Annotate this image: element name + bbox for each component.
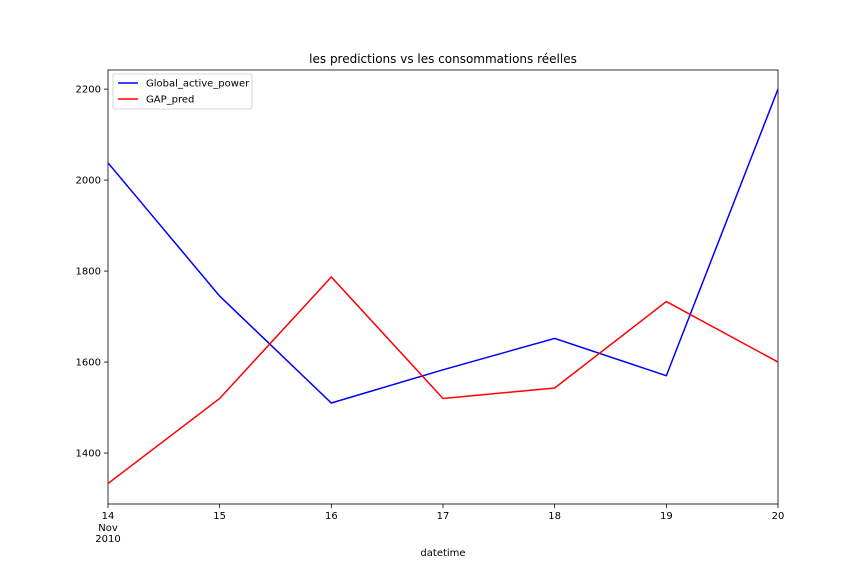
x-tick-sublabel: 2010 [95,534,120,545]
plot-frame [107,69,779,505]
x-tick-label: 15 [213,511,226,522]
y-tick-label: 2000 [76,176,101,187]
x-tick-label: 14 [102,511,115,522]
x-tick-label: 17 [437,511,450,522]
y-tick-label: 1800 [76,267,101,278]
x-axis-label: datetime [420,548,465,559]
x-tick-label: 19 [660,511,673,522]
series-line-1 [107,275,779,485]
chart-title: les predictions vs les consommations rée… [309,52,577,66]
y-tick-label: 2200 [76,85,101,96]
x-tick-label: 16 [325,511,338,522]
series-layer [107,88,779,485]
y-tick-label: 1600 [76,358,101,369]
legend-label: GAP_pred [146,95,194,106]
x-tick-label: 18 [548,511,561,522]
legend: Global_active_power GAP_pred [112,73,253,110]
y-tick-label: 1400 [76,449,101,460]
y-axis: 1400 1600 1800 2000 2200 [76,85,108,460]
series-line-0 [107,88,779,404]
legend-box [112,73,253,110]
legend-label: Global_active_power [146,79,250,90]
x-tick-sublabel: Nov [98,523,118,534]
x-tick-label: 20 [772,511,785,522]
